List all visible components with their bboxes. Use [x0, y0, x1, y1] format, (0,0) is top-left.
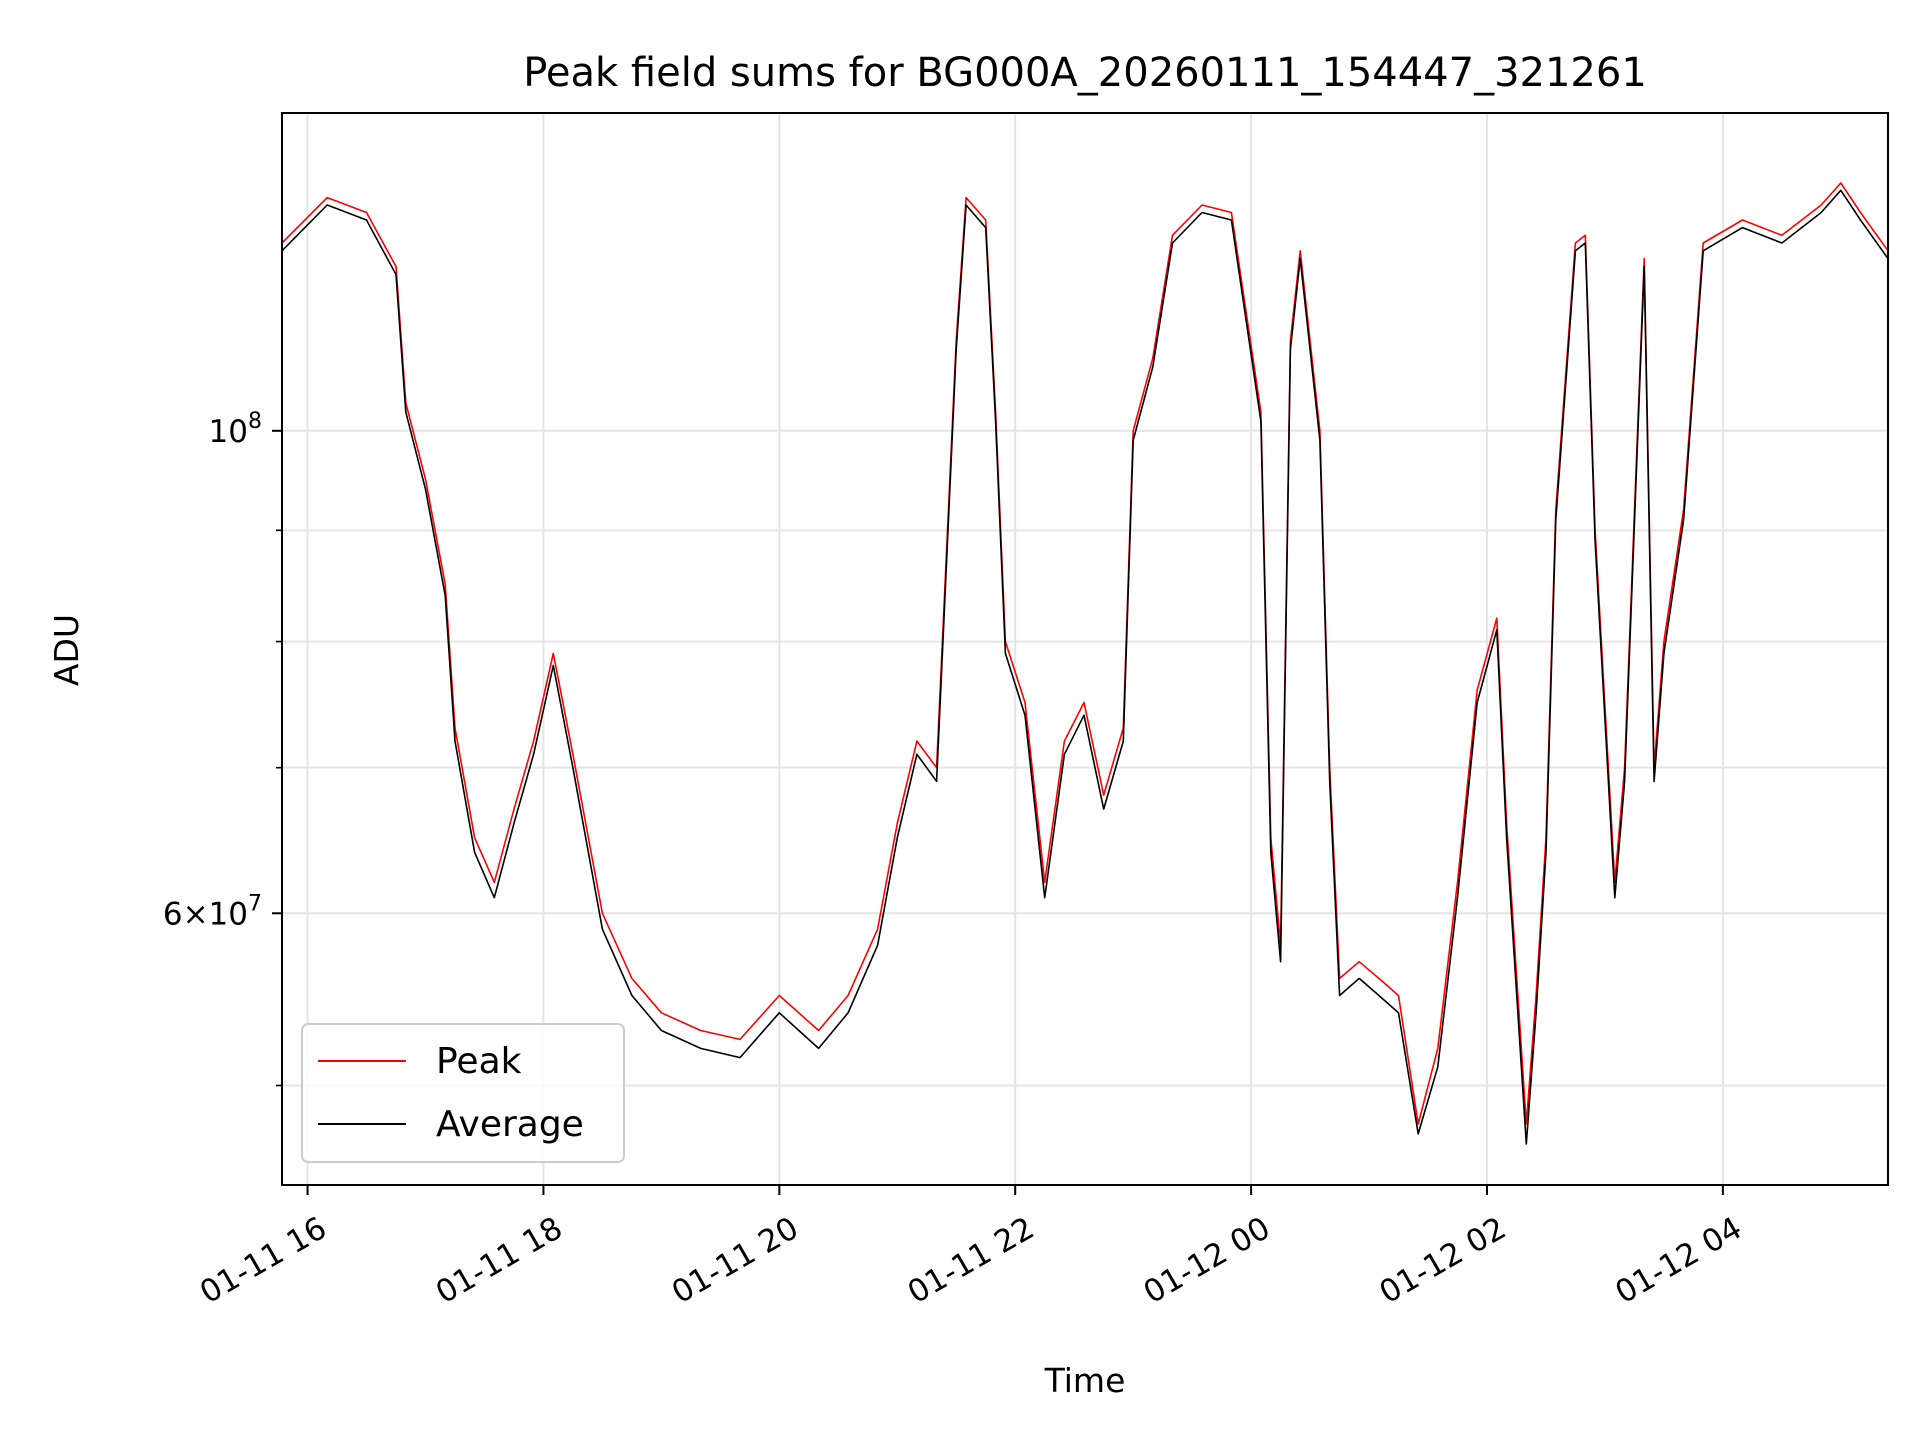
series-line-average	[281, 189, 1889, 1145]
legend-label-peak: Peak	[436, 1041, 522, 1082]
y-tick-label: 6×107	[163, 891, 262, 932]
y-tick-label-mantissa: 6×10	[163, 896, 248, 932]
y-tick-label-mantissa: 10	[209, 414, 248, 450]
x-axis-title: Time	[1044, 1361, 1126, 1400]
legend: Peak Average	[301, 1023, 625, 1163]
chart-title: Peak field sums for BG000A_20260111_1544…	[523, 50, 1647, 96]
plot-frame	[281, 112, 1889, 1186]
grid	[282, 113, 1888, 1185]
series-lines	[281, 182, 1889, 1145]
legend-label-average: Average	[436, 1104, 584, 1145]
y-tick-label-exponent: 7	[248, 891, 262, 916]
legend-box	[301, 1023, 625, 1163]
y-axis-title: ADU	[47, 614, 86, 686]
y-tick-label: 108	[209, 409, 262, 450]
y-tick-label-exponent: 8	[248, 409, 262, 434]
